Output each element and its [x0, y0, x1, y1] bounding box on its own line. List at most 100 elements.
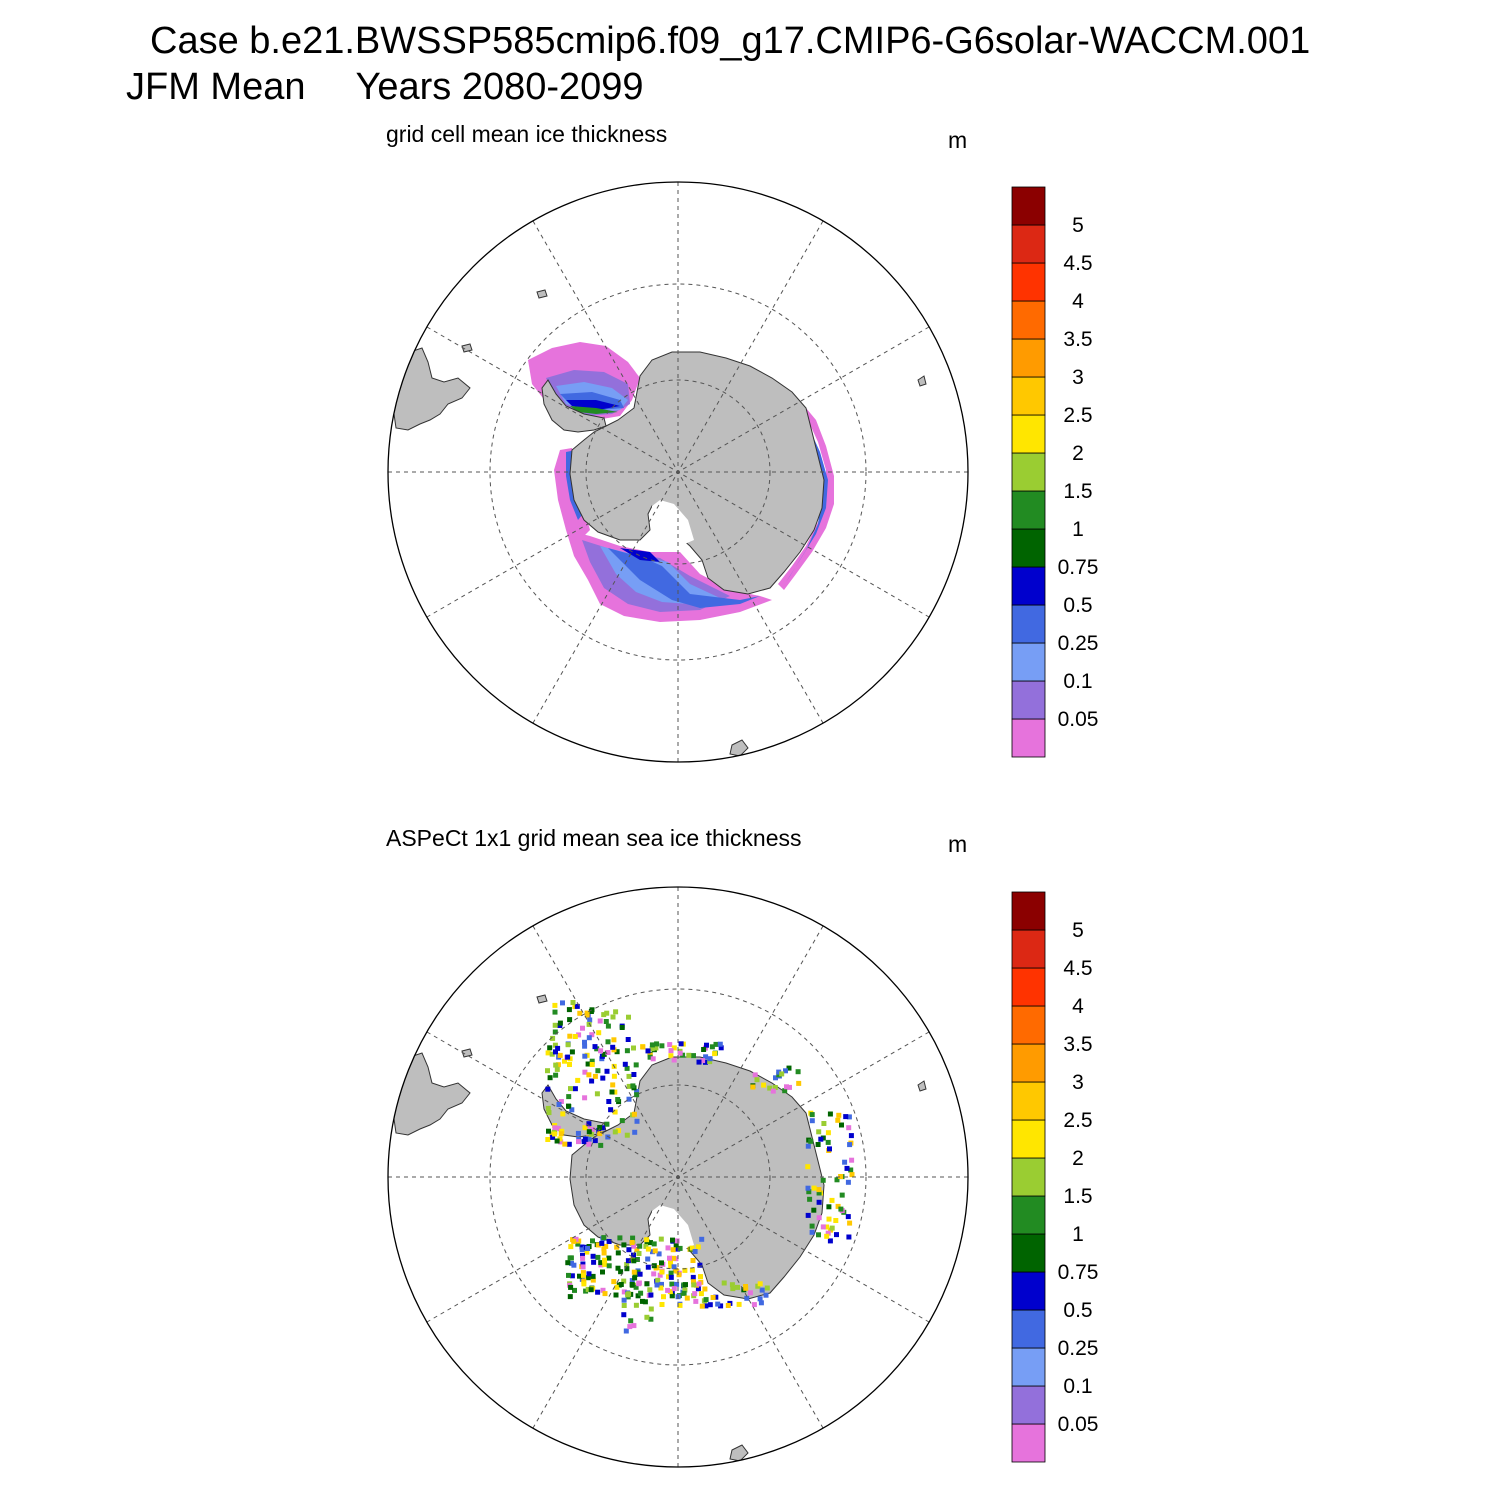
colorbar-swatch — [1011, 929, 1046, 969]
observation-cell — [633, 1284, 639, 1290]
observation-cell — [598, 1260, 604, 1266]
observation-cell — [618, 1282, 624, 1287]
observation-cell — [805, 1143, 811, 1149]
observation-cell — [634, 1088, 640, 1094]
observation-cell — [565, 1042, 571, 1048]
observation-cell — [600, 1075, 606, 1081]
observation-cell — [650, 1249, 655, 1255]
colorbar-swatch — [1011, 1309, 1046, 1349]
observation-cell — [757, 1281, 763, 1287]
observation-cell — [567, 1294, 573, 1300]
observation-cell — [601, 1051, 607, 1057]
observation-cell — [668, 1270, 674, 1276]
ice-east-coast — [778, 408, 834, 590]
observation-cell — [699, 1236, 705, 1242]
observation-cell — [782, 1088, 788, 1094]
colorbar-swatch — [1011, 1157, 1046, 1197]
colorbar-swatch — [1011, 376, 1046, 416]
colorbar-label: 3.5 — [1063, 328, 1092, 351]
observation-cell — [557, 1052, 563, 1058]
observation-cell — [631, 1045, 636, 1051]
observation-cell — [757, 1296, 763, 1302]
observation-cell — [567, 1017, 573, 1023]
observation-cell — [848, 1167, 854, 1173]
observation-cell — [546, 1110, 552, 1116]
observation-cell — [575, 1241, 581, 1247]
observation-cell — [555, 1045, 561, 1051]
graticule-1 — [388, 182, 968, 762]
observation-cell — [652, 1248, 658, 1254]
observation-cell — [661, 1294, 666, 1300]
observation-cell — [644, 1281, 650, 1287]
observation-cell — [562, 1141, 568, 1147]
observation-cell — [611, 1037, 617, 1043]
observation-cell — [674, 1238, 680, 1244]
observation-cell — [595, 1289, 601, 1295]
observation-cell — [582, 1053, 588, 1059]
observation-cell — [598, 1048, 604, 1054]
observation-cell — [606, 1239, 612, 1244]
island-b — [917, 375, 927, 387]
observation-cell — [681, 1290, 687, 1296]
observation-cell — [825, 1139, 831, 1145]
observation-cell — [633, 1302, 639, 1308]
island-a-2 — [536, 994, 548, 1004]
observation-cell — [552, 1042, 558, 1048]
observation-cell — [604, 1068, 610, 1074]
observation-cell — [618, 1269, 624, 1275]
observation-cell — [807, 1196, 813, 1202]
observation-cell — [631, 1252, 636, 1258]
observation-cell — [619, 1025, 625, 1030]
observation-cell — [825, 1130, 831, 1136]
colorbar-label: 4 — [1072, 290, 1084, 313]
observation-cell — [691, 1282, 697, 1288]
observation-cell — [827, 1146, 832, 1152]
observation-cell — [776, 1072, 782, 1078]
observation-cell — [580, 1261, 586, 1267]
observation-cell — [580, 1025, 585, 1031]
observation-cell — [584, 1249, 590, 1255]
observation-cell — [621, 1303, 627, 1308]
observation-cell — [784, 1084, 789, 1090]
observation-cell — [629, 1240, 635, 1245]
observation-cell — [751, 1302, 757, 1308]
observation-cell — [710, 1295, 716, 1300]
observation-cell — [820, 1177, 826, 1183]
colorbar-label: 1 — [1072, 1223, 1084, 1246]
observation-cell — [805, 1212, 811, 1218]
observation-cell — [590, 1277, 596, 1283]
observation-cell — [547, 1075, 553, 1081]
observation-cell — [545, 1068, 550, 1074]
observation-cell — [560, 1000, 565, 1006]
observation-cell — [678, 1041, 684, 1047]
colorbar-swatch — [1011, 566, 1046, 606]
observation-cell — [809, 1229, 815, 1235]
observation-cell — [656, 1251, 662, 1257]
observation-cell — [696, 1281, 702, 1287]
observation-cell — [811, 1185, 817, 1191]
panel2-title: ASPeCt 1x1 grid mean sea ice thickness — [386, 825, 802, 851]
observation-cell — [614, 1049, 620, 1055]
observation-cell — [743, 1285, 749, 1291]
south-america-land-2 — [391, 1052, 471, 1136]
observation-cell — [839, 1122, 844, 1128]
observation-cell — [576, 1139, 581, 1145]
colorbar-swatch — [1011, 528, 1046, 568]
observation-cell — [730, 1286, 736, 1292]
colorbar-label: 5 — [1072, 919, 1084, 942]
observation-cell — [621, 1289, 627, 1295]
observation-cell — [787, 1084, 792, 1090]
observation-cell — [843, 1114, 849, 1120]
colorbar-label: 0.1 — [1063, 1375, 1092, 1398]
observation-cell — [588, 1009, 594, 1014]
observation-cell — [610, 1082, 616, 1088]
observation-cell — [829, 1225, 835, 1231]
observation-cell — [603, 1243, 609, 1249]
observation-cell — [631, 1243, 637, 1249]
map-border-2 — [387, 886, 969, 1468]
colorbar-swatch — [1011, 1081, 1046, 1121]
colorbar-label: 0.05 — [1058, 1413, 1099, 1436]
observation-cell — [667, 1042, 673, 1048]
colorbar-swatch — [1011, 1347, 1046, 1387]
observation-cell — [614, 1244, 620, 1250]
